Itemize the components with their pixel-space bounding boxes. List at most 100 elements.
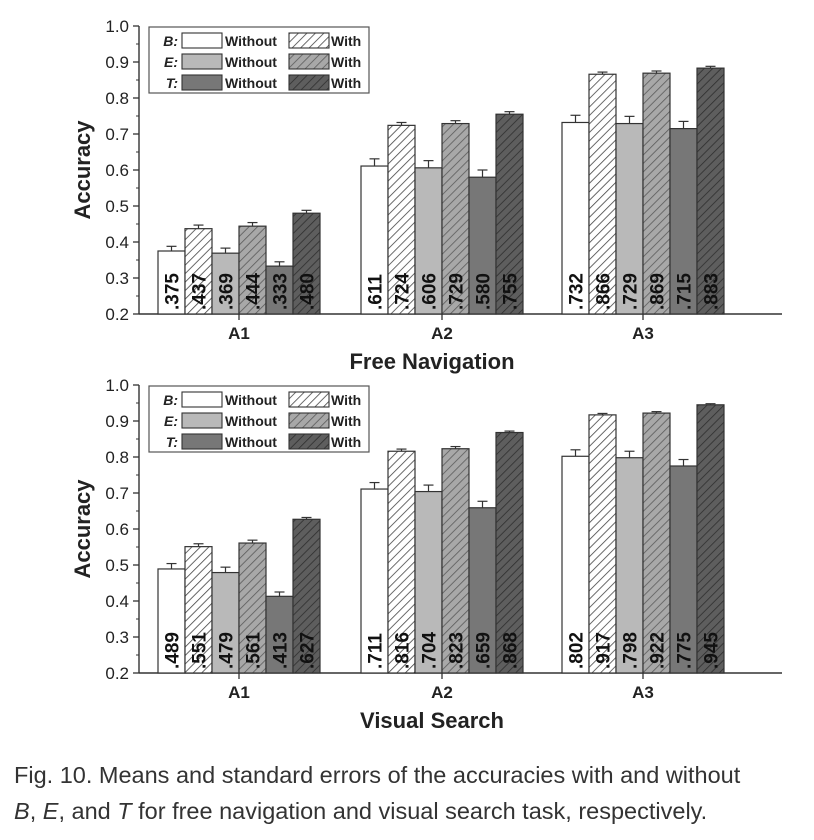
caption-sep1: , <box>29 798 43 824</box>
data-label: .715 <box>675 273 696 310</box>
data-label: .611 <box>366 274 387 310</box>
data-label: .413 <box>271 632 292 669</box>
bar <box>211 252 240 315</box>
data-label: .659 <box>474 632 495 669</box>
legend-swatch <box>288 412 330 429</box>
legend-swatch <box>181 32 223 49</box>
data-label: .561 <box>244 632 265 669</box>
data-label: .866 <box>594 273 615 310</box>
legend-label: Without <box>225 75 277 91</box>
legend-swatch <box>181 53 223 70</box>
x-axis-label: Visual Search <box>360 708 504 733</box>
data-label: .917 <box>594 632 615 669</box>
data-label: .369 <box>217 273 238 310</box>
y-tick-label: 0.3 <box>105 628 129 647</box>
legend-swatch <box>181 391 223 408</box>
y-tick-label: 0.5 <box>105 556 129 575</box>
bar <box>360 165 389 315</box>
legend-label: With <box>331 392 361 408</box>
y-axis-label: Accuracy <box>70 479 95 579</box>
caption-b: B <box>14 798 30 824</box>
legend-key: E: <box>164 413 178 429</box>
data-label: .704 <box>420 632 441 669</box>
legend-label: With <box>331 434 361 450</box>
caption-sep2: , and <box>58 798 118 824</box>
y-tick-label: 0.8 <box>105 89 129 108</box>
y-axis-label: Accuracy <box>70 120 95 220</box>
bar <box>669 128 698 315</box>
data-label: .580 <box>474 273 495 310</box>
chart-panel-1: 0.2 0.3 0.4 0.5 0.6 0.7 0.8 0.9 1.0 Accuracy .375.… <box>70 17 782 374</box>
y-tick-label: 0.8 <box>105 448 129 467</box>
x-tick-label: A3 <box>632 324 654 343</box>
data-label: .724 <box>393 273 414 310</box>
x-axis-label: Free Navigation <box>349 349 514 374</box>
bar <box>468 176 497 315</box>
legend-label: With <box>331 54 361 70</box>
bar <box>588 73 617 315</box>
bar <box>495 431 524 674</box>
legend-label: Without <box>225 54 277 70</box>
data-label: .732 <box>567 273 588 310</box>
legend-key: B: <box>163 392 178 408</box>
data-label: .480 <box>298 273 319 310</box>
bar <box>360 488 389 674</box>
bar <box>588 414 617 674</box>
y-tick-label: 0.7 <box>105 125 129 144</box>
data-label: .798 <box>621 632 642 669</box>
figure-caption: Fig. 10. Means and standard errors of th… <box>14 757 804 829</box>
legend-swatch <box>288 74 330 91</box>
data-label: .627 <box>298 632 319 669</box>
data-label: .816 <box>393 632 414 669</box>
y-tick-label: 0.6 <box>105 520 129 539</box>
data-label: .729 <box>447 273 468 310</box>
data-label: .444 <box>244 273 265 310</box>
y-tick-label: 0.7 <box>105 484 129 503</box>
legend-label: Without <box>225 392 277 408</box>
data-label: .755 <box>501 273 522 310</box>
bar <box>292 212 321 315</box>
caption-suffix: for free navigation and visual search ta… <box>131 798 708 824</box>
x-tick-label: A1 <box>228 324 250 343</box>
y-tick-label: 0.2 <box>105 305 129 324</box>
legend-label: With <box>331 413 361 429</box>
legend-swatch <box>288 391 330 408</box>
legend-key: T: <box>166 434 178 450</box>
data-label: .868 <box>501 632 522 669</box>
data-label: .945 <box>702 632 723 669</box>
bar <box>265 595 294 674</box>
x-tick-label: A1 <box>228 683 250 702</box>
data-label: .729 <box>621 273 642 310</box>
data-label: .802 <box>567 632 588 669</box>
y-tick-label: 0.5 <box>105 197 129 216</box>
x-tick-label: A3 <box>632 683 654 702</box>
bar <box>441 448 470 674</box>
caption-t: T <box>117 798 132 824</box>
chart-panel-2: 0.2 0.3 0.4 0.5 0.6 0.7 0.8 0.9 1.0 Accuracy .489.… <box>70 376 782 733</box>
legend: B: Without With E: Without With T: Without With <box>148 26 370 94</box>
legend-label: With <box>331 33 361 49</box>
y-tick-label: 1.0 <box>105 376 129 395</box>
legend-swatch <box>288 433 330 450</box>
legend-label: With <box>331 75 361 91</box>
y-tick-label: 0.6 <box>105 161 129 180</box>
legend: B: Without With E: Without With T: Without With <box>148 385 370 453</box>
data-label: .869 <box>648 273 669 310</box>
data-label: .489 <box>163 632 184 669</box>
legend-swatch <box>181 412 223 429</box>
data-label: .333 <box>271 273 292 310</box>
legend-swatch <box>181 433 223 450</box>
data-label: .883 <box>702 273 723 310</box>
legend-swatch <box>288 53 330 70</box>
figure: 0.2 0.3 0.4 0.5 0.6 0.7 0.8 0.9 1.0 Accuracy .375.… <box>70 17 782 733</box>
legend-label: Without <box>225 33 277 49</box>
caption-prefix: Fig. 10. Means and standard errors of th… <box>14 762 741 788</box>
y-tick-label: 0.4 <box>105 233 129 252</box>
data-label: .479 <box>217 632 238 669</box>
data-label: .437 <box>190 273 211 310</box>
legend-label: Without <box>225 413 277 429</box>
legend-label: Without <box>225 434 277 450</box>
legend-swatch <box>288 32 330 49</box>
x-tick-label: A2 <box>431 683 453 702</box>
legend-key: T: <box>166 75 178 91</box>
